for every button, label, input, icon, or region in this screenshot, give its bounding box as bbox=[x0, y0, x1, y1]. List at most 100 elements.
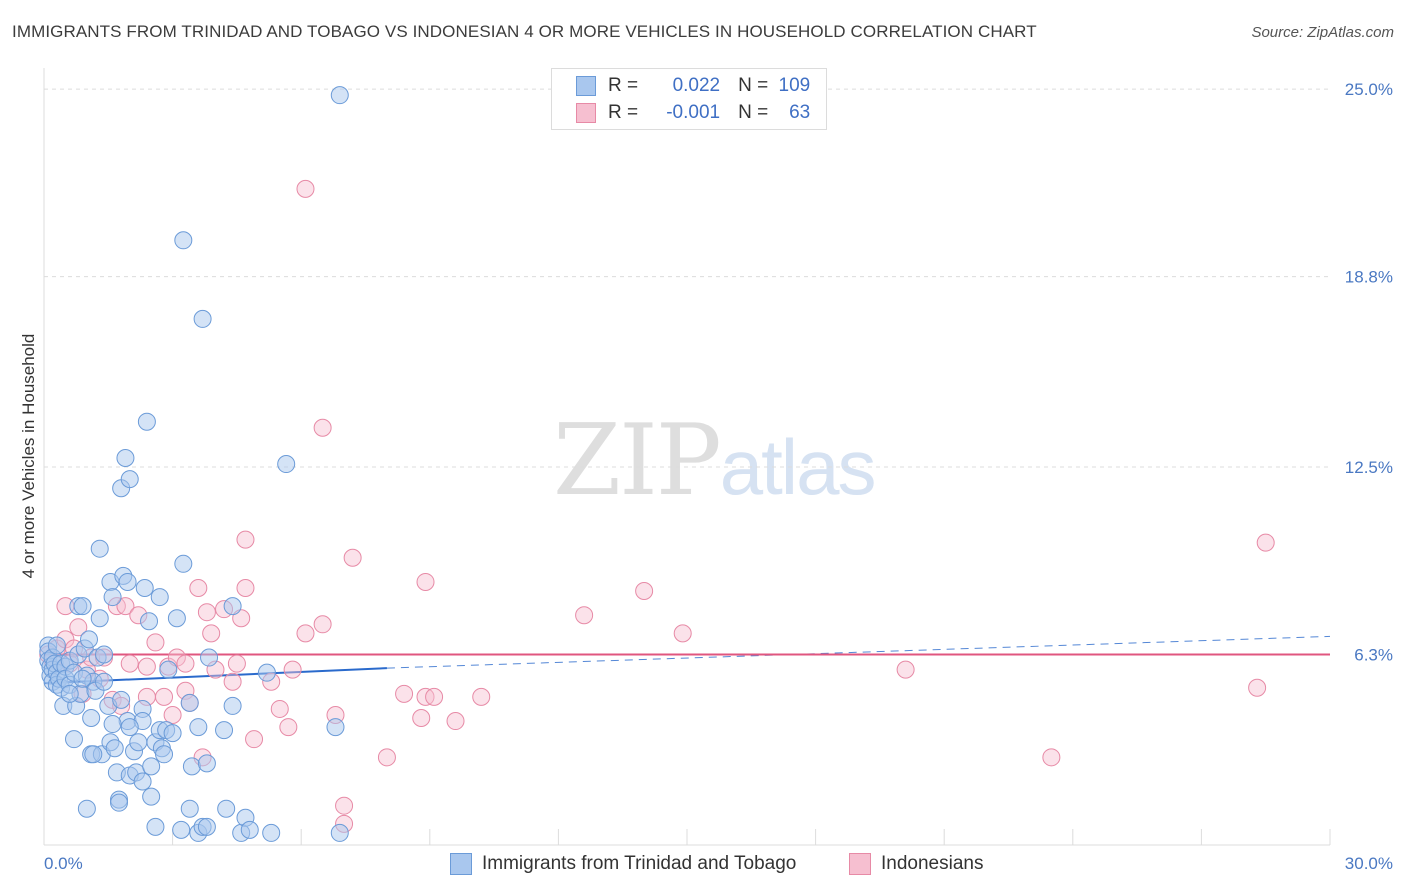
point-trinidad bbox=[65, 730, 84, 749]
point-trinidad bbox=[180, 799, 199, 818]
point-trinidad bbox=[150, 588, 169, 607]
point-indonesians bbox=[395, 684, 414, 703]
trend-line-trinidad-extension bbox=[386, 635, 1331, 669]
point-trinidad bbox=[200, 648, 219, 667]
point-trinidad bbox=[182, 757, 201, 776]
series-label-indonesians: Indonesians bbox=[881, 853, 984, 874]
point-trinidad bbox=[277, 455, 296, 474]
point-indonesians bbox=[296, 179, 315, 198]
point-trinidad bbox=[330, 86, 349, 105]
point-indonesians bbox=[223, 672, 242, 691]
source-label: Source: ZipAtlas.com bbox=[1251, 24, 1394, 41]
point-indonesians bbox=[673, 624, 692, 643]
point-indonesians bbox=[189, 579, 208, 597]
legend-swatch-pink bbox=[576, 103, 596, 123]
y-tick-label: 6.3% bbox=[1354, 646, 1393, 665]
x-tick-label: 30.0% bbox=[1345, 854, 1393, 873]
series-swatch-pink bbox=[849, 853, 871, 875]
legend-swatch-blue bbox=[576, 76, 596, 96]
point-indonesians bbox=[176, 654, 195, 673]
point-trinidad bbox=[163, 724, 182, 743]
point-trinidad bbox=[60, 684, 79, 703]
point-trinidad bbox=[110, 793, 129, 812]
point-trinidad bbox=[223, 597, 242, 616]
point-indonesians bbox=[197, 603, 216, 622]
legend-n-label: N = bbox=[738, 75, 769, 96]
y-tick-label: 25.0% bbox=[1345, 80, 1393, 99]
point-indonesians bbox=[279, 718, 298, 737]
series-swatch-blue bbox=[450, 853, 472, 875]
point-trinidad bbox=[180, 693, 199, 712]
point-indonesians bbox=[236, 530, 255, 549]
point-trinidad bbox=[197, 817, 216, 836]
point-indonesians bbox=[69, 618, 88, 637]
point-trinidad bbox=[103, 588, 122, 607]
point-indonesians bbox=[283, 660, 302, 679]
x-tick-label: 0.0% bbox=[44, 854, 83, 873]
point-trinidad bbox=[90, 539, 109, 558]
tick-labels: 6.3% 12.5% 18.8% 25.0% 0.0% 30.0% bbox=[44, 80, 1393, 873]
point-indonesians bbox=[202, 624, 221, 643]
point-trinidad bbox=[172, 820, 191, 839]
legend-n-value: 63 bbox=[789, 102, 811, 123]
legend-n-label: N = bbox=[738, 102, 769, 123]
point-indonesians bbox=[313, 418, 332, 437]
point-indonesians bbox=[416, 572, 435, 591]
point-indonesians bbox=[1042, 748, 1061, 767]
point-indonesians bbox=[163, 705, 182, 724]
legend-r-label: R = bbox=[608, 75, 639, 96]
point-trinidad bbox=[174, 231, 193, 250]
point-trinidad bbox=[95, 645, 114, 664]
point-indonesians bbox=[1256, 533, 1275, 552]
point-indonesians bbox=[472, 687, 491, 706]
point-trinidad bbox=[120, 718, 139, 737]
point-indonesians bbox=[146, 633, 165, 652]
point-trinidad bbox=[326, 718, 345, 737]
point-trinidad bbox=[142, 787, 161, 806]
series-legend-trinidad: Immigrants from Trinidad and Tobago bbox=[450, 851, 796, 877]
point-trinidad bbox=[135, 579, 154, 597]
series-label-trinidad: Immigrants from Trinidad and Tobago bbox=[482, 853, 797, 874]
point-indonesians bbox=[296, 624, 315, 643]
point-indonesians bbox=[270, 699, 289, 718]
point-trinidad bbox=[133, 772, 152, 791]
point-indonesians bbox=[236, 579, 255, 597]
point-indonesians bbox=[575, 606, 594, 625]
y-tick-label: 18.8% bbox=[1345, 268, 1393, 287]
point-trinidad bbox=[73, 669, 92, 688]
point-indonesians bbox=[896, 660, 915, 679]
point-trinidad bbox=[84, 745, 103, 764]
point-trinidad bbox=[80, 630, 99, 649]
stats-legend: R = 0.022 N = 109 R = -0.001 N = 63 bbox=[551, 68, 827, 130]
point-indonesians bbox=[313, 615, 332, 634]
data-points bbox=[39, 86, 1275, 842]
grid-lines bbox=[44, 88, 1330, 656]
point-indonesians bbox=[227, 654, 246, 673]
point-indonesians bbox=[412, 709, 431, 728]
point-trinidad bbox=[215, 721, 234, 740]
point-trinidad bbox=[197, 754, 216, 773]
point-trinidad bbox=[137, 412, 156, 431]
point-indonesians bbox=[137, 657, 156, 676]
point-indonesians bbox=[120, 654, 139, 673]
point-trinidad bbox=[155, 745, 174, 764]
legend-row-trinidad: R = 0.022 N = 109 bbox=[576, 74, 810, 98]
point-indonesians bbox=[155, 687, 174, 706]
point-trinidad bbox=[146, 817, 165, 836]
point-trinidad bbox=[73, 597, 92, 616]
legend-r-value: -0.001 bbox=[666, 102, 721, 123]
point-trinidad bbox=[118, 572, 137, 591]
axes bbox=[43, 68, 1331, 846]
point-indonesians bbox=[1248, 678, 1267, 697]
watermark-zip: ZIP bbox=[553, 404, 722, 518]
legend-r-label: R = bbox=[608, 102, 639, 123]
point-indonesians bbox=[343, 548, 362, 567]
point-trinidad bbox=[189, 718, 208, 737]
point-trinidad bbox=[193, 309, 212, 328]
point-trinidad bbox=[90, 609, 109, 628]
point-trinidad bbox=[112, 690, 131, 709]
point-trinidad bbox=[330, 823, 349, 842]
point-trinidad bbox=[129, 733, 148, 752]
point-trinidad bbox=[217, 799, 236, 818]
point-trinidad bbox=[240, 820, 259, 839]
